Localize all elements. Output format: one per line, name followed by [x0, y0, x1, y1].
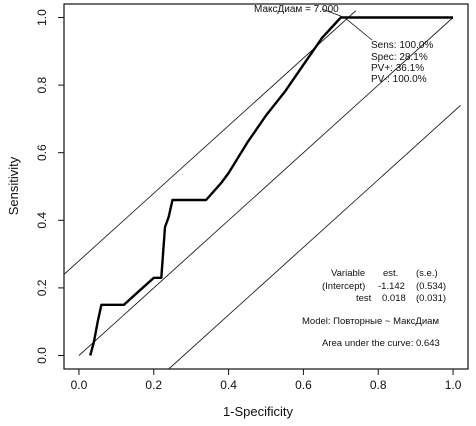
table-header-se: (s.e.): [416, 268, 438, 279]
auc-label: Area under the curve: 0.643: [322, 338, 440, 349]
pv-plus-label: PV+: 36.1%: [371, 63, 424, 74]
model-label: Model: Повторные ~ МаксДиам: [302, 316, 439, 327]
model-table: Variable est. (s.e.) (Intercept) -1.142 …: [322, 268, 446, 304]
lower-confidence-line-line: [168, 105, 461, 370]
x-tick-label: 0.2: [145, 378, 162, 392]
spec-label: Spec: 28.1%: [371, 52, 428, 63]
cutoff-leader-line: [344, 17, 373, 41]
table-row-test-se: (0.031): [416, 293, 446, 304]
x-tick-label: 0.6: [295, 378, 312, 392]
y-tick-label: 0.2: [35, 279, 49, 296]
table-row-intercept-se: (0.534): [416, 281, 446, 292]
table-row-test-est: 0.018: [382, 293, 406, 304]
plot-frame: [63, 3, 469, 370]
y-tick-label: 0.6: [35, 144, 49, 161]
x-tick-label: 0.8: [370, 378, 387, 392]
x-tick-label: 1.0: [445, 378, 462, 392]
x-tick-label: 0.4: [220, 378, 237, 392]
table-row-intercept-name: (Intercept): [322, 281, 365, 292]
cutoff-label: МаксДиам = 7.000: [254, 4, 339, 15]
y-tick-label: 0.4: [35, 212, 49, 229]
x-tick-label: 0.0: [71, 378, 88, 392]
y-axis-label: Sensitivity: [6, 156, 21, 215]
roc-curve-line: [89, 16, 453, 356]
pv-minus-label: PV-: 100.0%: [371, 74, 427, 85]
upper-confidence-line-line: [63, 10, 357, 275]
table-header-variable: Variable: [331, 268, 365, 279]
sens-label: Sens: 100.0%: [371, 40, 433, 51]
x-axis-label: 1-Specificity: [223, 404, 294, 419]
diagonal-line: [78, 17, 454, 356]
y-tick-label: 0.8: [35, 76, 49, 93]
table-header-est: est.: [383, 268, 398, 279]
y-tick-label: 1.0: [35, 9, 49, 26]
y-tick-label: 0.0: [35, 347, 49, 364]
table-row-test-name: test: [356, 293, 372, 304]
table-row-intercept-est: -1.142: [378, 281, 405, 292]
cutoff-label-leader-line: [321, 8, 345, 18]
